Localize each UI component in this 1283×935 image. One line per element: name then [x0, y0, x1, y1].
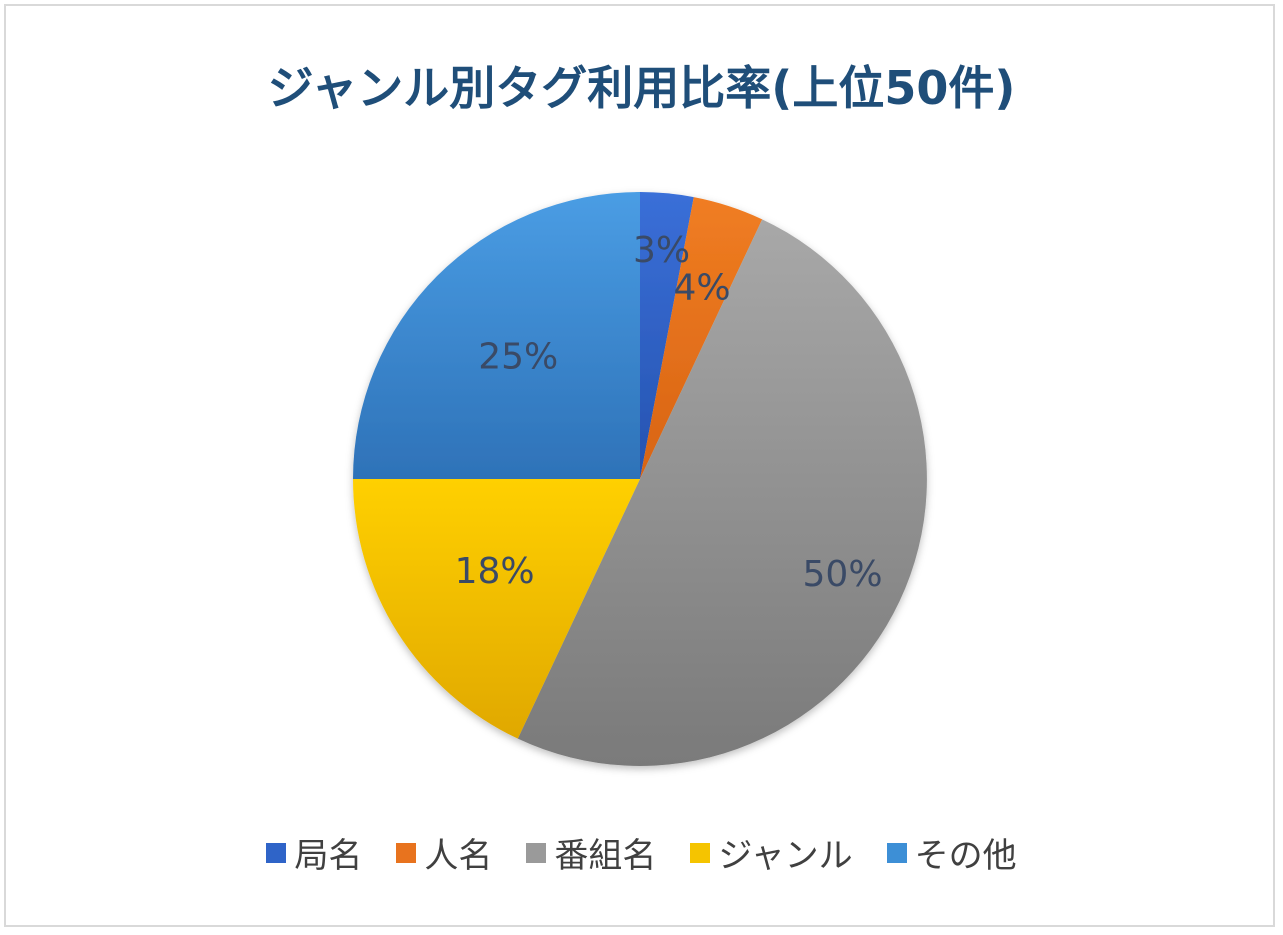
pie-data-labels: 3%4% 50% 18% 25%	[455, 230, 883, 595]
data-label-bangumimei: 50%	[803, 554, 883, 595]
legend-item-sonota: その他	[886, 828, 1017, 877]
data-label-jinmei: 4%	[674, 267, 731, 308]
legend-label: その他	[914, 836, 1017, 876]
pie-slice-kyokumei	[640, 192, 694, 479]
legend-swatch	[526, 842, 547, 863]
legend-label: 人名	[424, 836, 493, 876]
legend-item-bangumimei: 番組名	[526, 828, 656, 877]
legend-label: ジャンル	[718, 836, 853, 876]
pie-slice-jinmei	[640, 197, 763, 479]
data-label-sonota: 25%	[478, 337, 558, 378]
legend-swatch	[266, 842, 287, 863]
pie-slice-bangumimei	[517, 219, 927, 766]
data-label-kyokumei: 3%	[633, 230, 690, 271]
legend-item-genre: ジャンル	[690, 828, 853, 877]
pie-slices	[353, 192, 927, 766]
legend-label: 番組名	[554, 836, 657, 876]
chart-title: ジャンル別タグ利用比率(上位50件)	[267, 61, 1016, 115]
legend-label: 局名	[294, 836, 363, 876]
pie-slice-genre	[353, 479, 640, 739]
legend-swatch	[690, 842, 711, 863]
legend-swatch	[886, 842, 907, 863]
pie-slice-sonota	[353, 192, 640, 479]
legend-item-jinmei: 人名	[396, 828, 492, 877]
legend-item-kyokumei: 局名	[266, 828, 362, 877]
legend: 局名 人名 番組名 ジャンル その他	[0, 828, 1283, 877]
data-label-genre: 18%	[455, 551, 535, 592]
legend-swatch	[396, 842, 417, 863]
